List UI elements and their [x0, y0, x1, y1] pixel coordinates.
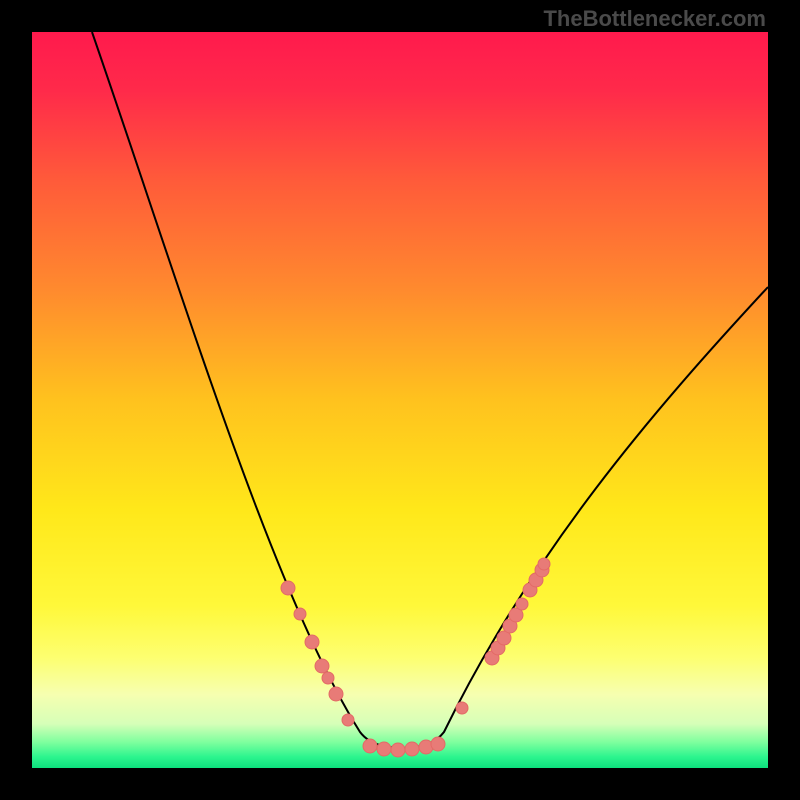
- curve-marker: [342, 714, 354, 726]
- curve-marker: [315, 659, 329, 673]
- watermark-text: TheBottlenecker.com: [543, 6, 766, 32]
- curve-markers: [281, 558, 550, 757]
- bottleneck-curve-layer: [32, 32, 768, 768]
- curve-marker: [431, 737, 445, 751]
- frame: TheBottlenecker.com: [0, 0, 800, 800]
- curve-marker: [329, 687, 343, 701]
- curve-marker: [305, 635, 319, 649]
- curve-marker: [322, 672, 334, 684]
- curve-marker: [405, 742, 419, 756]
- curve-marker: [538, 558, 550, 570]
- curve-marker: [391, 743, 405, 757]
- curve-marker: [294, 608, 306, 620]
- curve-marker: [377, 742, 391, 756]
- plot-area: [32, 32, 768, 768]
- curve-marker: [281, 581, 295, 595]
- curve-marker: [363, 739, 377, 753]
- curve-marker: [516, 598, 528, 610]
- bottleneck-curve: [92, 32, 768, 748]
- curve-marker: [456, 702, 468, 714]
